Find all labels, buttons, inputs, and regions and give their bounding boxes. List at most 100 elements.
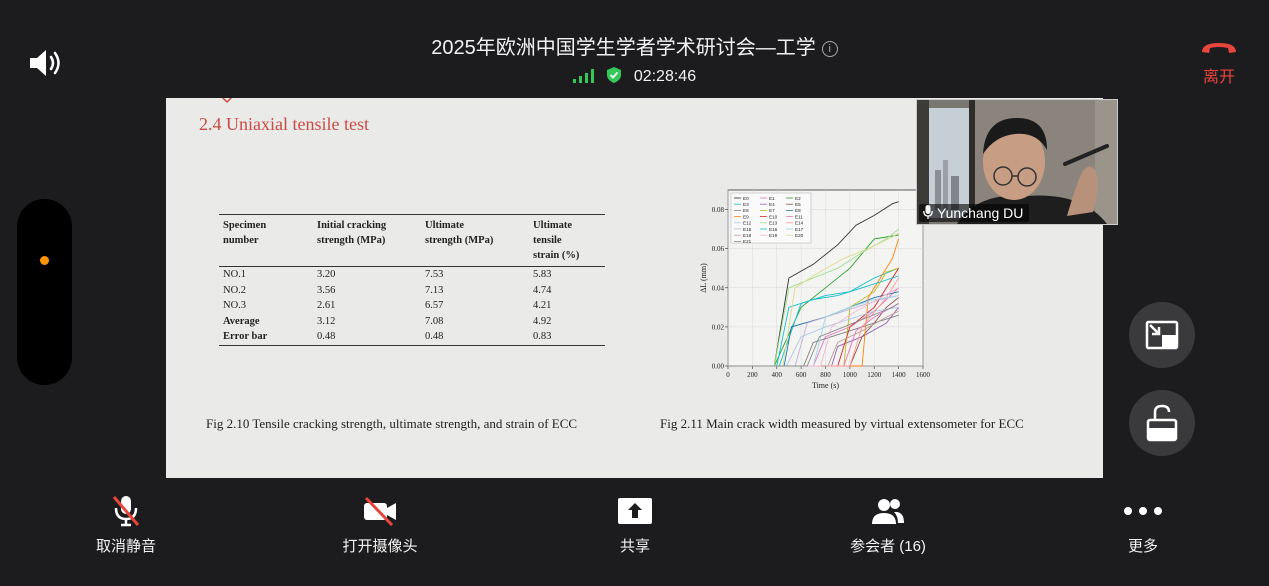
legend-entry: E0 xyxy=(743,196,749,201)
x-tick-label: 600 xyxy=(796,371,807,379)
chart-series-line xyxy=(728,275,899,367)
chart-series-line xyxy=(728,228,899,367)
table-cell: 4.21 xyxy=(533,300,552,312)
microphone-icon xyxy=(923,205,933,219)
participant-video-tile[interactable]: Yunchang DU xyxy=(916,99,1118,225)
legend-entry: E1 xyxy=(769,196,775,201)
chart-legend-box xyxy=(730,192,812,244)
table-cell: NO.1 xyxy=(223,269,247,281)
microphone-muted-icon xyxy=(112,496,140,527)
x-tick-label: 1400 xyxy=(892,371,907,379)
y-tick-label: 0.00 xyxy=(712,363,725,371)
table-cell: 0.48 xyxy=(421,329,529,346)
participant-video-frame xyxy=(917,100,1117,224)
table-cell: 4.74 xyxy=(533,284,552,296)
participant-name-tag: Yunchang DU xyxy=(919,204,1030,222)
more-button[interactable]: 更多 xyxy=(1083,493,1203,556)
x-tick-label: 0 xyxy=(726,371,730,379)
legend-entry: E4 xyxy=(769,202,775,207)
table-cell: 6.57 xyxy=(425,300,444,312)
table-cell: 7.08 xyxy=(425,315,444,327)
hang-up-icon xyxy=(1202,43,1236,53)
legend-entry: E11 xyxy=(795,214,803,219)
table-cell: 3.20 xyxy=(317,269,336,281)
meeting-title-row: 2025年欧洲中国学生学者学术研讨会—工学 i xyxy=(0,31,1269,60)
table-cell: 5.83 xyxy=(533,269,552,281)
participant-name: Yunchang DU xyxy=(937,205,1024,221)
legend-entry: E17 xyxy=(795,227,804,232)
table-header-cell: Specimen number xyxy=(219,214,313,267)
x-tick-label: 1600 xyxy=(916,371,931,379)
table-cell: 7.13 xyxy=(425,284,444,296)
table-row: NO.3 2.61 6.57 4.21 xyxy=(219,298,605,314)
speaker-icon[interactable] xyxy=(28,48,64,78)
start-camera-label: 打开摄像头 xyxy=(342,538,418,555)
floating-control-pill[interactable] xyxy=(17,199,72,385)
legend-entry: E13 xyxy=(769,221,778,226)
legend-entry: E14 xyxy=(795,221,804,226)
security-shield-icon[interactable] xyxy=(607,67,622,83)
legend-entry: E8 xyxy=(795,208,801,213)
legend-entry: E9 xyxy=(743,214,749,219)
table-cell: 4.92 xyxy=(533,315,552,327)
table-cell: 0.48 xyxy=(313,329,421,346)
participants-button[interactable]: 参会者 (16) xyxy=(828,493,948,556)
table-cell: Error bar xyxy=(219,329,313,346)
legend-entry: E15 xyxy=(743,227,752,232)
unlock-screen-button[interactable] xyxy=(1129,390,1195,456)
camera-off-icon xyxy=(364,496,396,526)
y-tick-label: 0.04 xyxy=(712,284,725,292)
legend-entry: E3 xyxy=(743,202,749,207)
legend-entry: E16 xyxy=(769,227,778,232)
leave-button[interactable]: 离开 xyxy=(1196,40,1242,87)
picture-in-picture-icon xyxy=(1145,320,1179,350)
x-axis-label: Time (s) xyxy=(812,381,839,390)
leave-label: 离开 xyxy=(1202,69,1235,86)
minimize-video-button[interactable] xyxy=(1129,302,1195,368)
crack-width-chart: 0 200 400 600 800 1000 1200 1400 1600 0.00 0.02 0.0… xyxy=(699,189,931,390)
unmute-button[interactable]: 取消静音 xyxy=(66,493,186,556)
table-cell: 3.12 xyxy=(317,315,336,327)
slide-logo-mark xyxy=(221,98,233,104)
participants-label: 参会者 (16) xyxy=(850,538,926,555)
legend-entry: E2 xyxy=(795,196,801,201)
chart-series-line xyxy=(728,201,899,367)
participants-icon xyxy=(872,499,904,524)
legend-entry: E10 xyxy=(769,214,778,219)
info-icon[interactable]: i xyxy=(821,41,838,57)
figure-caption-left: Fig 2.10 Tensile cracking strength, ulti… xyxy=(206,416,578,431)
chart-series-line xyxy=(728,232,899,367)
y-tick-label: 0.06 xyxy=(712,245,725,253)
table-cell: 3.56 xyxy=(317,284,336,296)
legend-entry: E7 xyxy=(769,208,775,213)
more-label: 更多 xyxy=(1127,538,1158,555)
x-tick-label: 200 xyxy=(747,371,758,379)
share-label: 共享 xyxy=(619,538,650,555)
table-cell: NO.3 xyxy=(223,300,247,312)
share-screen-button[interactable]: 共享 xyxy=(575,493,695,556)
legend-entry: E19 xyxy=(769,233,778,238)
meeting-timer: 02:28:46 xyxy=(633,68,697,85)
figure-caption-right: Fig 2.11 Main crack width measured by vi… xyxy=(660,416,1024,431)
legend-entry: E5 xyxy=(795,202,801,207)
x-tick-label: 1000 xyxy=(843,371,858,379)
table-cell: Average xyxy=(223,315,260,327)
start-camera-button[interactable]: 打开摄像头 xyxy=(320,493,440,556)
table-header-cell: Ultimate strength (MPa) xyxy=(421,214,529,267)
x-tick-label: 800 xyxy=(820,371,831,379)
x-tick-label: 1200 xyxy=(867,371,882,379)
table-row: NO.2 3.56 7.13 4.74 xyxy=(219,283,605,299)
y-tick-label: 0.02 xyxy=(712,323,725,331)
y-axis-label: ΔL (mm) xyxy=(699,263,708,293)
recording-indicator-dot xyxy=(40,256,49,265)
legend-entry: E6 xyxy=(743,208,749,213)
meeting-title: 2025年欧洲中国学生学者学术研讨会—工学 xyxy=(431,37,816,59)
table-row: Average 3.12 7.08 4.92 xyxy=(219,314,605,330)
table-cell: 0.83 xyxy=(529,329,605,346)
chart-series-line xyxy=(728,303,899,367)
bottom-toolbar: 取消静音 打开摄像头 共享 参会者 xyxy=(0,478,1269,586)
table-row: Error bar 0.48 0.48 0.83 xyxy=(219,329,605,346)
table-header-row: Specimen number Initial cracking strength … xyxy=(219,214,605,267)
legend-entry: E21 xyxy=(743,239,752,244)
x-tick-label: 400 xyxy=(772,371,783,379)
